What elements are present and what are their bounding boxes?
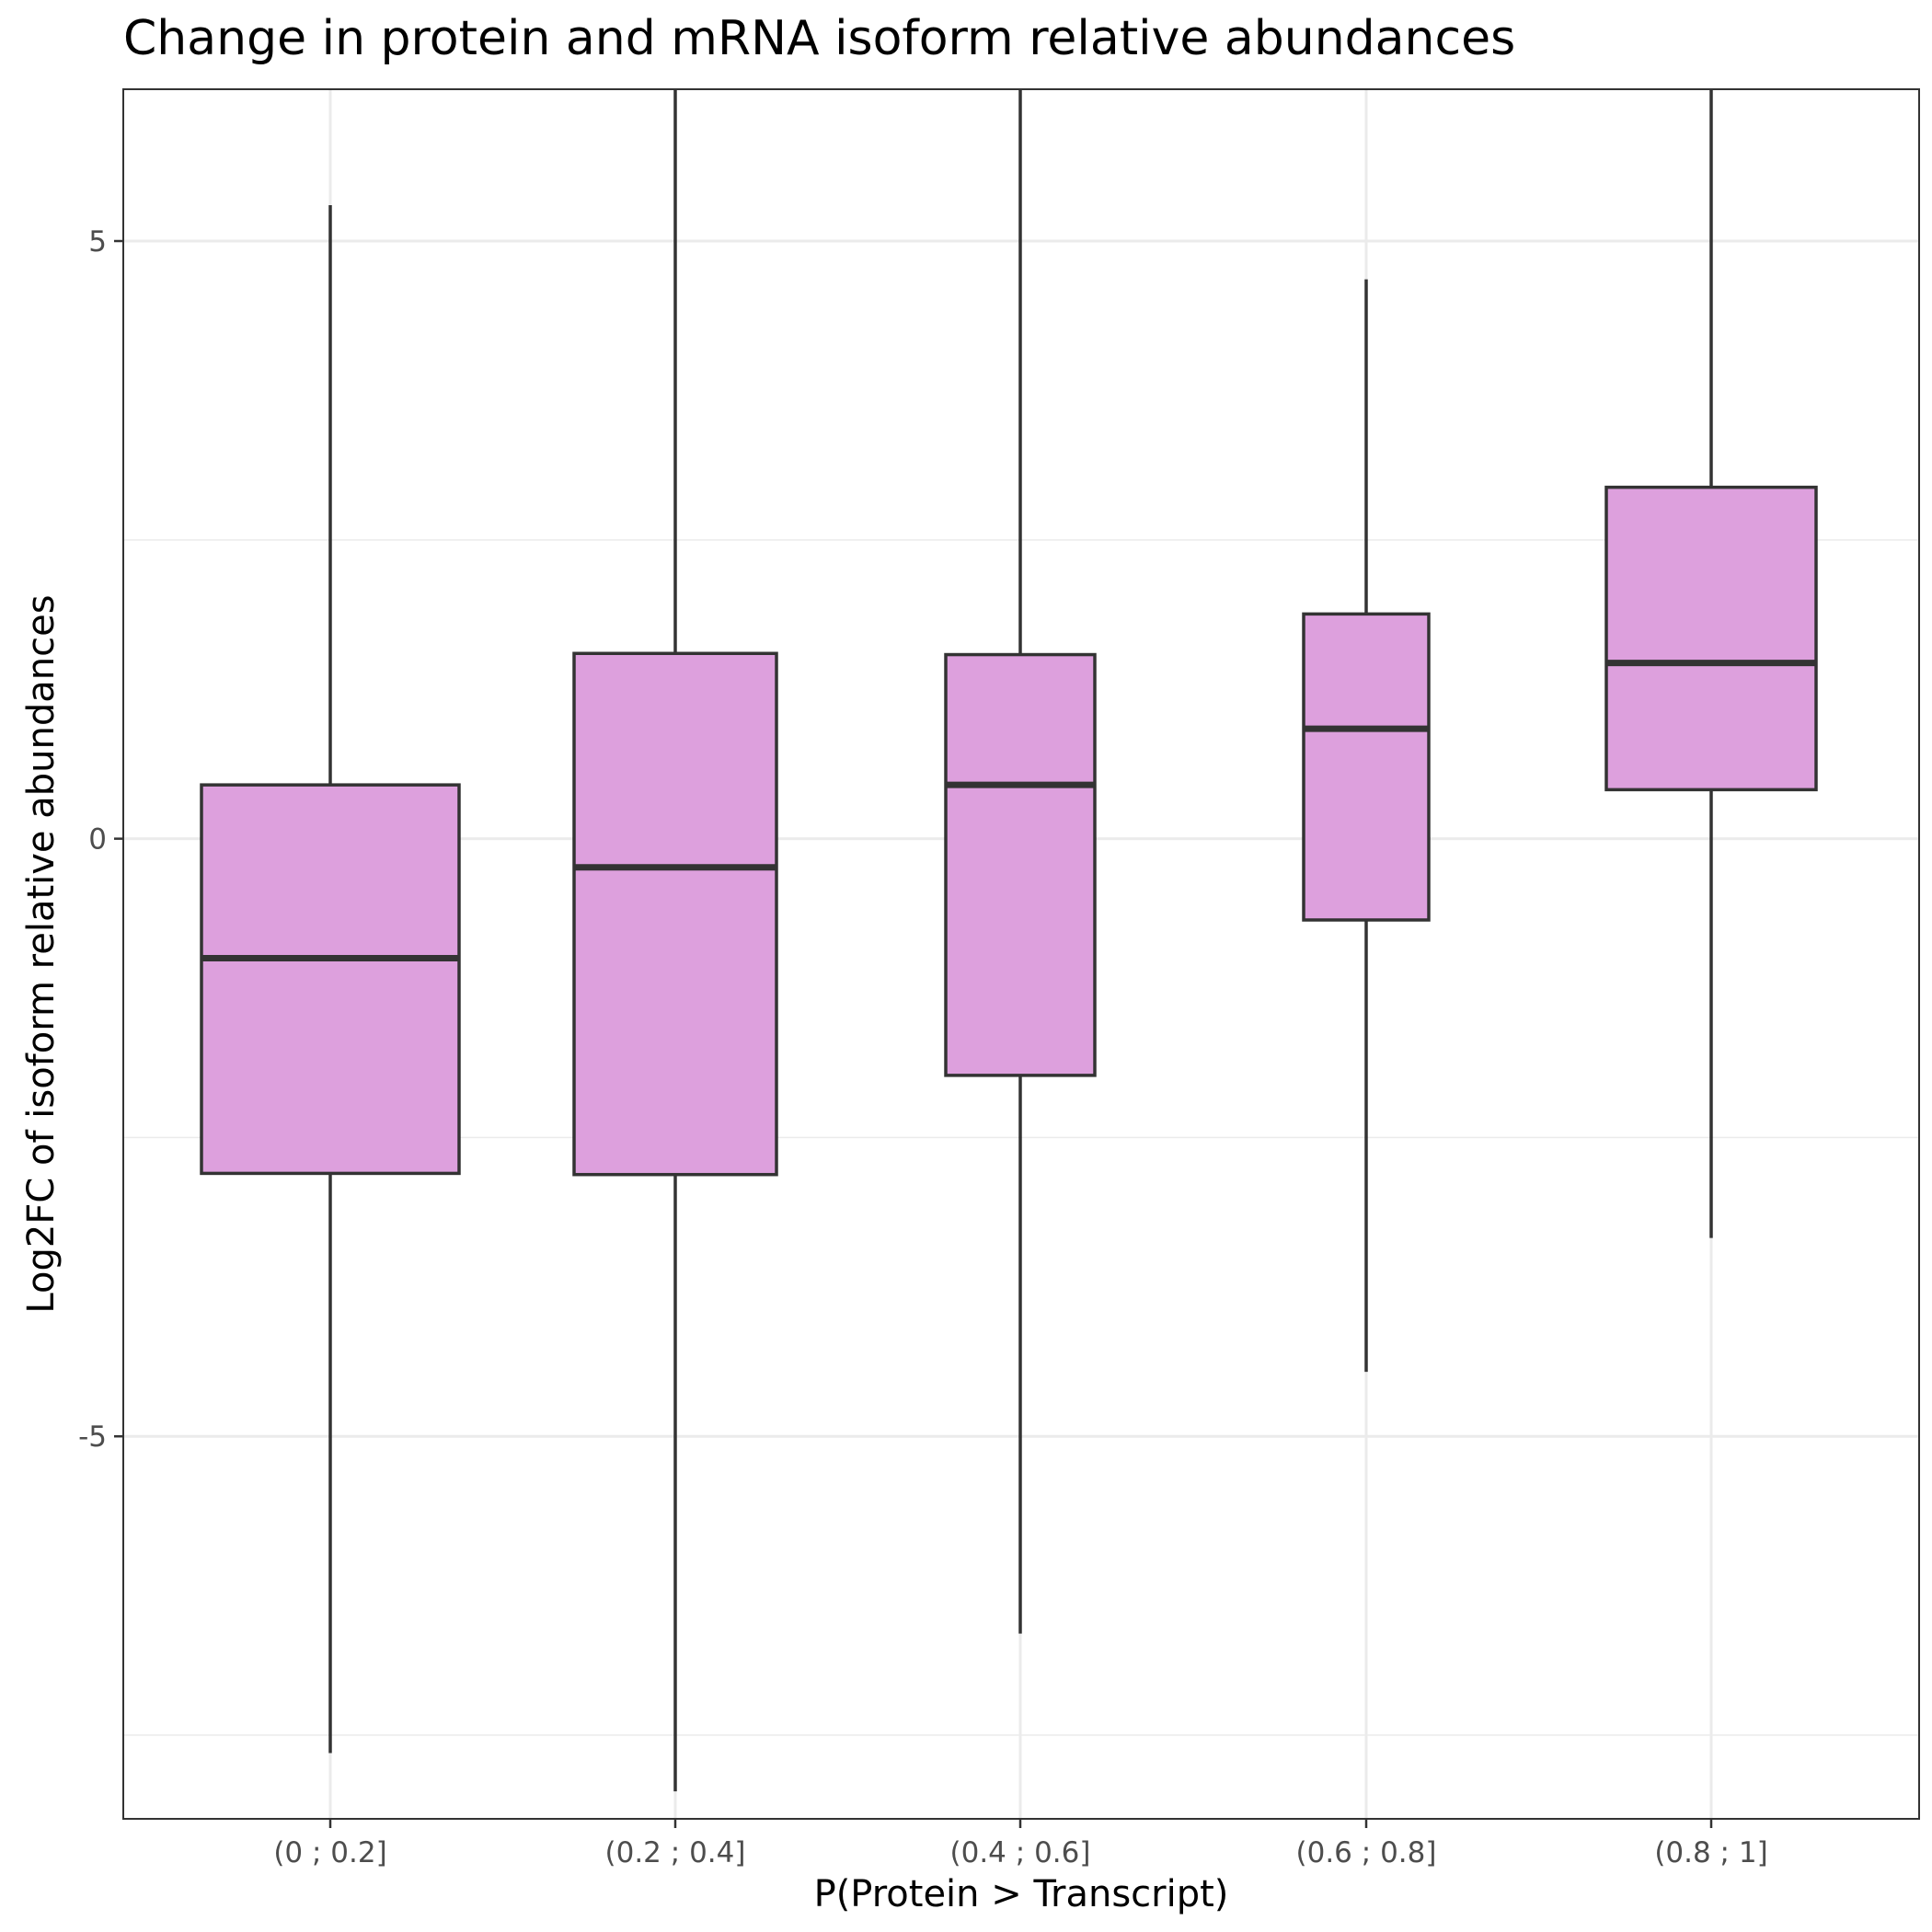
box-group — [1604, 89, 1818, 1238]
x-tick-label: (0.8 ; 1] — [1654, 1836, 1767, 1869]
box-group — [200, 205, 461, 1754]
box-iqr — [1604, 485, 1818, 792]
x-tick-label: (0.6 ; 0.8] — [1296, 1836, 1437, 1869]
x-axis-title: P(Protein > Transcript) — [814, 1873, 1229, 1915]
box-group — [572, 89, 778, 1792]
x-tick-label: (0 ; 0.2] — [273, 1836, 386, 1869]
chart-title: Change in protein and mRNA isoform relat… — [123, 11, 1516, 66]
y-tick-label: -5 — [78, 1420, 107, 1454]
box-iqr — [944, 652, 1097, 1077]
y-axis-title: Log2FC of isoform relative abundances — [20, 594, 63, 1313]
box-iqr — [1302, 612, 1431, 922]
x-tick-label: (0.2 ; 0.4] — [605, 1836, 746, 1869]
box-group — [944, 89, 1097, 1634]
axis-layer: 5 0 -5 (0 ; 0.2] (0.2 ; 0.4] (0.4 ; 0.6] (0.6 … — [78, 225, 1768, 1869]
box-group — [1302, 279, 1431, 1373]
x-tick-label: (0.4 ; 0.6] — [950, 1836, 1091, 1869]
box-layer — [200, 89, 1818, 1792]
box-iqr — [572, 651, 778, 1177]
box-iqr — [200, 783, 461, 1176]
y-tick-label: 5 — [88, 225, 107, 259]
y-tick-label: 0 — [88, 823, 107, 857]
